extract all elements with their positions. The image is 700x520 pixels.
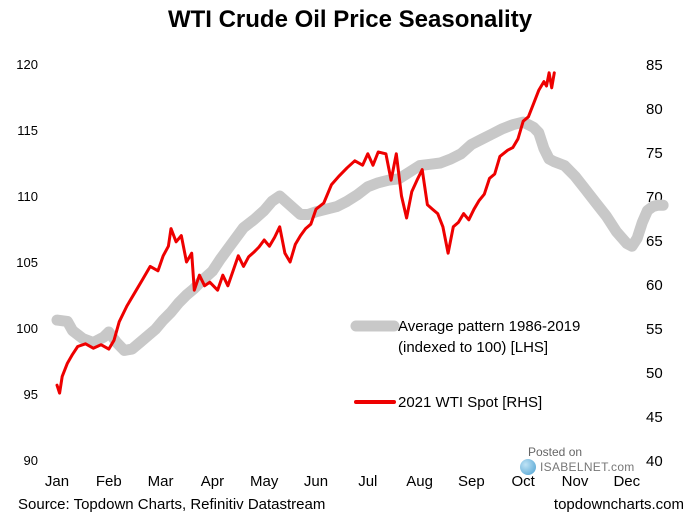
x-tick-label: Nov	[562, 473, 589, 490]
x-tick-label: May	[250, 473, 279, 490]
x-tick-label: Mar	[148, 473, 174, 490]
left-axis-ticks: 90 95 100 105 110 115 120	[16, 57, 38, 468]
x-axis-ticks: Jan Feb Mar Apr May Jun Jul Aug Sep Oct Nov Dec	[45, 473, 641, 490]
x-tick-label: Jul	[358, 473, 377, 490]
chart-title: WTI Crude Oil Price Seasonality	[167, 6, 533, 33]
site-credit: topdowncharts.com	[553, 496, 684, 513]
x-tick-label: Oct	[512, 473, 536, 490]
watermark: Posted on ISABELNET.com	[520, 445, 655, 475]
series-layer	[51, 71, 669, 395]
watermark-posted-text: Posted on	[528, 445, 583, 459]
right-tick-label: 40	[646, 453, 663, 470]
right-tick-label: 85	[646, 57, 663, 74]
right-tick-label: 55	[646, 321, 663, 338]
x-tick-label: Jun	[304, 473, 328, 490]
x-tick-label: Sep	[458, 473, 485, 490]
right-tick-label: 50	[646, 365, 663, 382]
x-tick-label: Dec	[613, 473, 640, 490]
right-tick-label: 75	[646, 145, 663, 162]
series-line-average	[51, 116, 669, 356]
x-tick-label: Feb	[96, 473, 122, 490]
legend-label: (indexed to 100) [LHS]	[398, 339, 548, 356]
x-tick-label: Apr	[201, 473, 224, 490]
right-tick-label: 65	[646, 233, 663, 250]
left-tick-label: 110	[17, 189, 38, 204]
right-tick-label: 80	[646, 101, 663, 118]
left-tick-label: 115	[17, 123, 38, 138]
legend-label: 2021 WTI Spot [RHS]	[398, 394, 542, 411]
right-tick-label: 45	[646, 409, 663, 426]
globe-icon	[520, 459, 536, 475]
legend-label: Average pattern 1986-2019	[398, 318, 580, 335]
left-tick-label: 120	[16, 57, 38, 72]
x-tick-label: Jan	[45, 473, 69, 490]
left-tick-label: 100	[16, 321, 38, 336]
right-tick-label: 60	[646, 277, 663, 294]
watermark-brand: ISABELNET.com	[520, 459, 655, 475]
legend: Average pattern 1986-2019 (indexed to 100…	[350, 318, 580, 411]
watermark-brand-text: ISABELNET.com	[540, 460, 635, 474]
left-tick-label: 105	[16, 255, 38, 270]
source-note: Source: Topdown Charts, Refinitiv Datast…	[18, 496, 326, 513]
left-tick-label: 90	[24, 453, 38, 468]
series-line-2021	[55, 71, 556, 395]
x-tick-label: Aug	[406, 473, 433, 490]
left-tick-label: 95	[24, 387, 38, 402]
